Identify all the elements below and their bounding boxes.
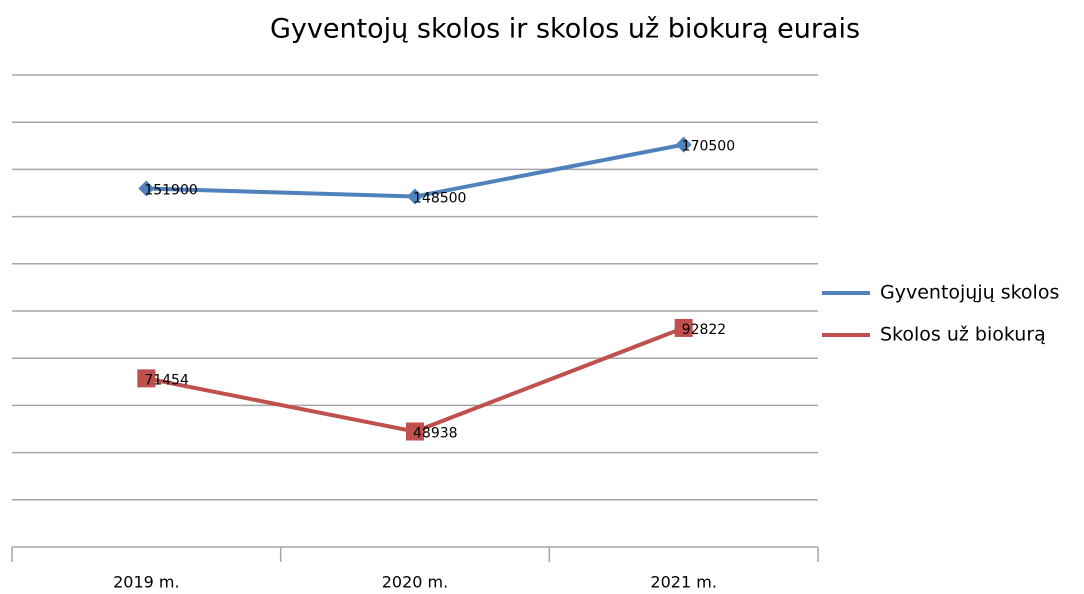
data-label: 92822 [682,322,727,338]
legend-label: Gyventojųjų skolos [880,282,1059,304]
marker [406,422,424,441]
marker [675,136,692,153]
series-line [145,326,685,434]
marker [137,369,156,388]
marker [674,318,693,337]
legend-label: Skolos už biokurą [880,324,1046,346]
data-label: 48938 [413,426,458,442]
marker [138,180,155,197]
data-label: 71454 [144,372,189,388]
data-label: 170500 [682,139,735,155]
x-tick-label: 2020 m. [382,573,448,592]
data-label: 151900 [144,183,197,199]
x-tick-label: 2021 m. [650,573,716,592]
marker [407,188,423,205]
data-label: 148500 [413,191,466,207]
x-tick-label: 2019 m. [113,573,179,592]
chart-title: Gyventojų skolos ir skolos už biokurą eu… [270,14,860,45]
